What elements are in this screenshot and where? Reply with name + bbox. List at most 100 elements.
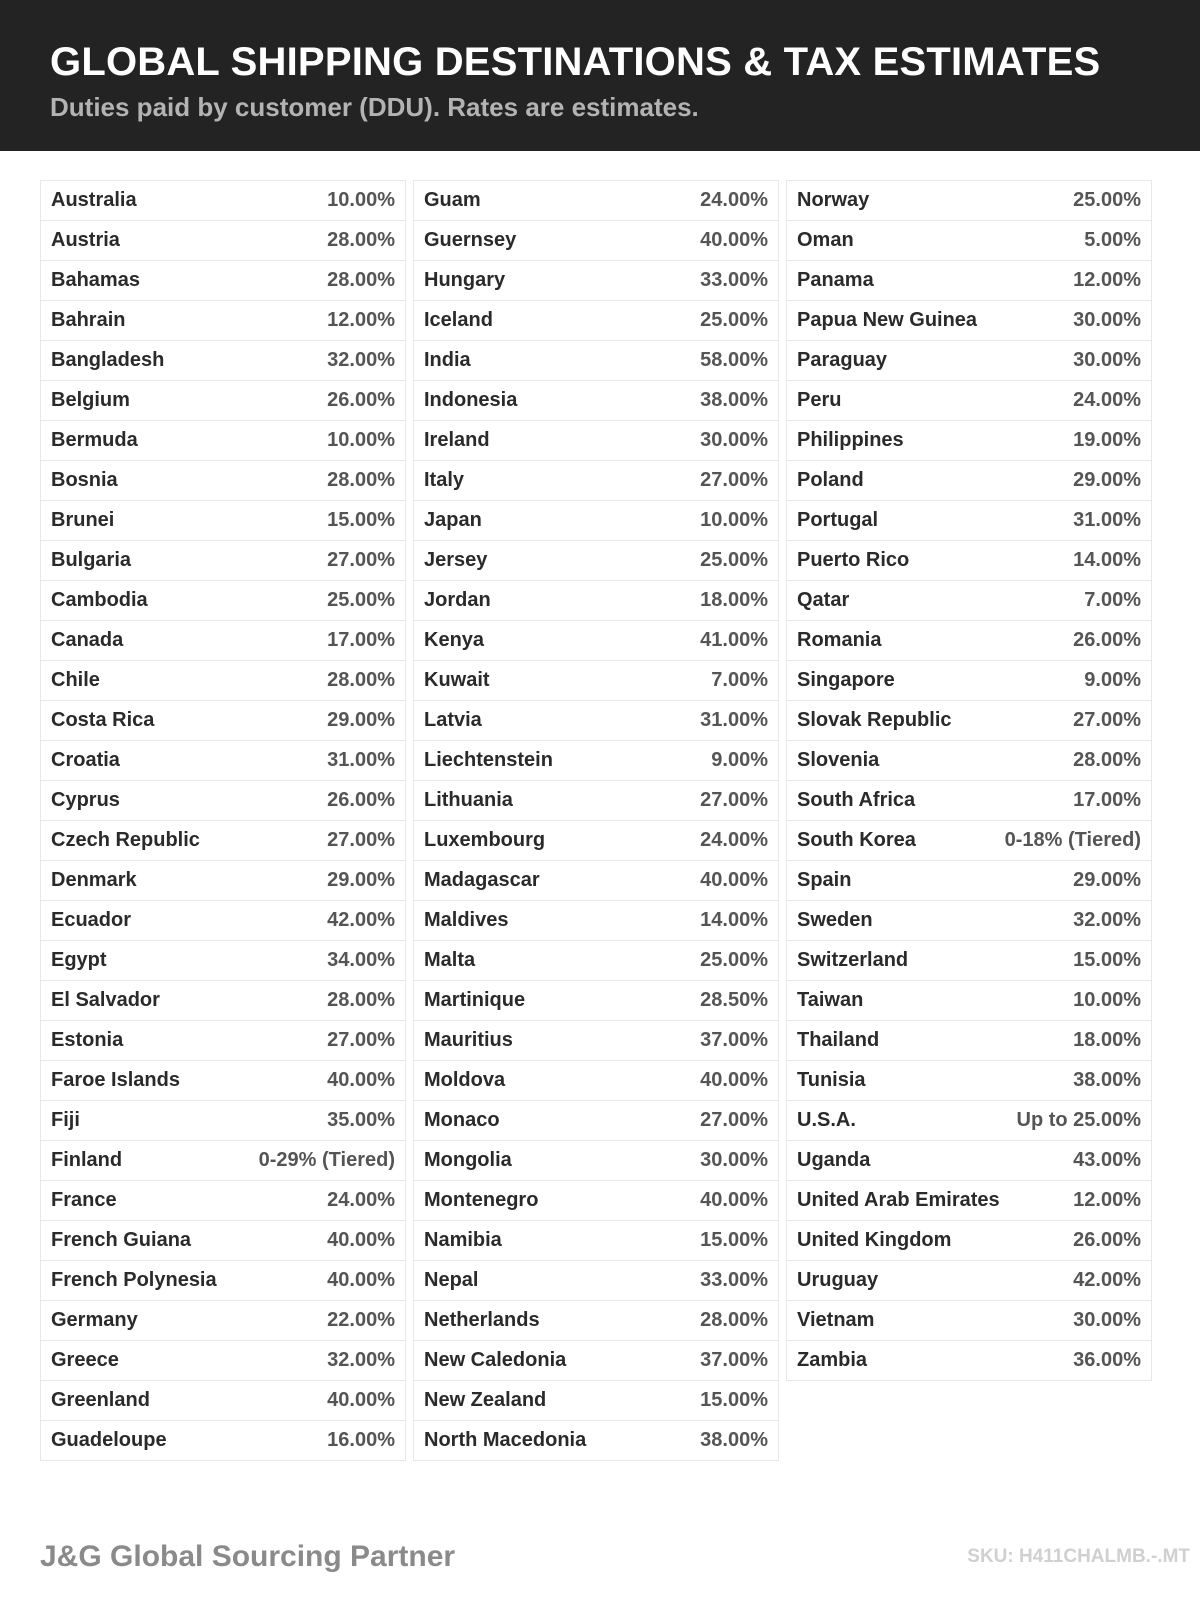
table-row: Austria 28.00%: [41, 221, 405, 261]
country-name: North Macedonia: [424, 1429, 587, 1451]
table-row: Montenegro 40.00%: [414, 1181, 778, 1221]
table-row: Uruguay 42.00%: [787, 1261, 1151, 1301]
country-name: Faroe Islands: [51, 1069, 180, 1091]
table-row: Bulgaria 27.00%: [41, 541, 405, 581]
country-name: Bermuda: [51, 429, 138, 451]
tax-rate: 30.00%: [1073, 309, 1141, 331]
table-row: France 24.00%: [41, 1181, 405, 1221]
tax-rate: 25.00%: [1073, 189, 1141, 211]
tax-rate: 27.00%: [1073, 709, 1141, 731]
country-name: Japan: [424, 509, 482, 531]
table-row: India 58.00%: [414, 341, 778, 381]
tax-rate: 7.00%: [1084, 589, 1141, 611]
country-name: Taiwan: [797, 989, 864, 1011]
tax-rate: 28.00%: [1073, 749, 1141, 771]
tax-rate: 25.00%: [700, 309, 768, 331]
tax-rate: 10.00%: [327, 189, 395, 211]
table-row: Paraguay 30.00%: [787, 341, 1151, 381]
table-row: Finland 0-29% (Tiered): [41, 1141, 405, 1181]
table-row: Norway 25.00%: [787, 181, 1151, 221]
country-name: Norway: [797, 189, 870, 211]
tax-rate: 28.00%: [327, 989, 395, 1011]
table-row: Ireland 30.00%: [414, 421, 778, 461]
country-name: Switzerland: [797, 949, 909, 971]
tax-rate: 10.00%: [700, 509, 768, 531]
tax-rate: 24.00%: [327, 1189, 395, 1211]
table-row: Puerto Rico 14.00%: [787, 541, 1151, 581]
country-name: Uruguay: [797, 1269, 879, 1291]
table-row: Vietnam 30.00%: [787, 1301, 1151, 1341]
tax-rate: 40.00%: [327, 1229, 395, 1251]
table-row: Germany 22.00%: [41, 1301, 405, 1341]
table-row: Thailand 18.00%: [787, 1021, 1151, 1061]
country-name: Guam: [424, 189, 481, 211]
table-row: South Korea 0-18% (Tiered): [787, 821, 1151, 861]
table-row: U.S.A. Up to 25.00%: [787, 1101, 1151, 1141]
tax-rate: 37.00%: [700, 1029, 768, 1051]
table-row: Czech Republic 27.00%: [41, 821, 405, 861]
table-row: Lithuania 27.00%: [414, 781, 778, 821]
tax-rate: 22.00%: [327, 1309, 395, 1331]
country-name: Costa Rica: [51, 709, 155, 731]
country-name: Montenegro: [424, 1189, 539, 1211]
tax-rate: 32.00%: [327, 1349, 395, 1371]
table-row: South Africa 17.00%: [787, 781, 1151, 821]
country-name: Australia: [51, 189, 137, 211]
table-row: Greece 32.00%: [41, 1341, 405, 1381]
tax-rate: 26.00%: [1073, 1229, 1141, 1251]
tax-rate: 12.00%: [1073, 1189, 1141, 1211]
table-row: Estonia 27.00%: [41, 1021, 405, 1061]
country-name: Hungary: [424, 269, 506, 291]
country-name: Liechtenstein: [424, 749, 553, 771]
tax-rate: 28.00%: [700, 1309, 768, 1331]
tax-rate: 41.00%: [700, 629, 768, 651]
country-name: Jordan: [424, 589, 491, 611]
table-row: Singapore 9.00%: [787, 661, 1151, 701]
table-row: Romania 26.00%: [787, 621, 1151, 661]
table-row: Guernsey 40.00%: [414, 221, 778, 261]
tax-rate: 27.00%: [327, 829, 395, 851]
table-row: Philippines 19.00%: [787, 421, 1151, 461]
tax-rate: 27.00%: [327, 1029, 395, 1051]
table-row: Canada 17.00%: [41, 621, 405, 661]
country-name: Peru: [797, 389, 842, 411]
tax-rate: 27.00%: [700, 789, 768, 811]
country-name: Martinique: [424, 989, 526, 1011]
tax-rate: 27.00%: [700, 469, 768, 491]
country-name: Zambia: [797, 1349, 868, 1371]
table-row: Bahrain 12.00%: [41, 301, 405, 341]
country-name: Bosnia: [51, 469, 118, 491]
tax-rate: 40.00%: [327, 1069, 395, 1091]
country-name: Austria: [51, 229, 120, 251]
country-name: Germany: [51, 1309, 138, 1331]
country-name: Bulgaria: [51, 549, 132, 571]
tax-rate: 42.00%: [327, 909, 395, 931]
brand-name: J&G Global Sourcing Partner: [40, 1540, 456, 1573]
table-row: Peru 24.00%: [787, 381, 1151, 421]
country-name: Ecuador: [51, 909, 132, 931]
tax-rate: 35.00%: [327, 1109, 395, 1131]
rates-column-1: Australia 10.00% Austria 28.00% Bahamas 28.00…: [40, 180, 406, 1461]
country-name: Czech Republic: [51, 829, 200, 851]
country-name: United Arab Emirates: [797, 1189, 1000, 1211]
country-name: Panama: [797, 269, 874, 291]
table-row: Cambodia 25.00%: [41, 581, 405, 621]
country-name: South Korea: [797, 829, 916, 851]
tax-rate: 10.00%: [1073, 989, 1141, 1011]
tax-rate: 18.00%: [1073, 1029, 1141, 1051]
table-row: Bangladesh 32.00%: [41, 341, 405, 381]
country-name: Guadeloupe: [51, 1429, 167, 1451]
table-row: Malta 25.00%: [414, 941, 778, 981]
country-name: Paraguay: [797, 349, 888, 371]
table-row: Cyprus 26.00%: [41, 781, 405, 821]
country-name: Brunei: [51, 509, 115, 531]
country-name: Thailand: [797, 1029, 880, 1051]
table-row: Costa Rica 29.00%: [41, 701, 405, 741]
rates-column-3: Norway 25.00% Oman 5.00% Panama 12.00% Papua N…: [786, 180, 1152, 1381]
country-name: France: [51, 1189, 117, 1211]
country-name: Netherlands: [424, 1309, 540, 1331]
tax-rate: 30.00%: [700, 1149, 768, 1171]
table-row: Zambia 36.00%: [787, 1341, 1151, 1381]
country-name: Egypt: [51, 949, 107, 971]
tax-rate: 32.00%: [1073, 909, 1141, 931]
